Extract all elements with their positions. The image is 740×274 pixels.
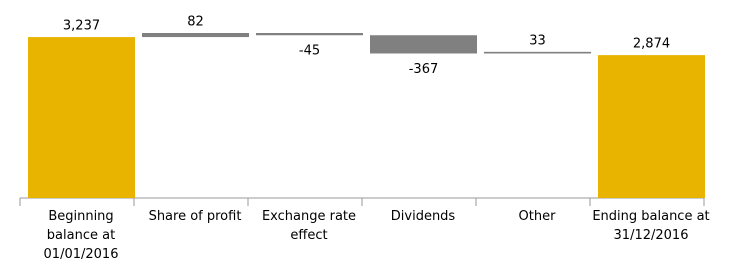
bar bbox=[598, 55, 705, 199]
x-tick-label: Dividends bbox=[390, 209, 456, 224]
value-label: 33 bbox=[529, 33, 546, 48]
value-label: 2,874 bbox=[633, 37, 670, 52]
bar bbox=[370, 35, 477, 54]
value-label: -45 bbox=[299, 44, 320, 59]
bar bbox=[28, 37, 135, 198]
value-label: 3,237 bbox=[63, 19, 100, 34]
x-tick-label: Beginning balance at 01/01/2016 bbox=[43, 209, 119, 262]
bar bbox=[484, 51, 591, 54]
bar bbox=[142, 33, 249, 38]
value-label: 82 bbox=[187, 15, 204, 30]
x-tick-label: Share of profit bbox=[148, 209, 242, 224]
x-tick-label: Ending balance at 31/12/2016 bbox=[592, 209, 710, 243]
value-label: -367 bbox=[409, 62, 439, 77]
x-tick-label: Other bbox=[518, 209, 556, 224]
bar bbox=[256, 33, 363, 36]
x-tick-label: Exchange rate effect bbox=[261, 209, 357, 243]
